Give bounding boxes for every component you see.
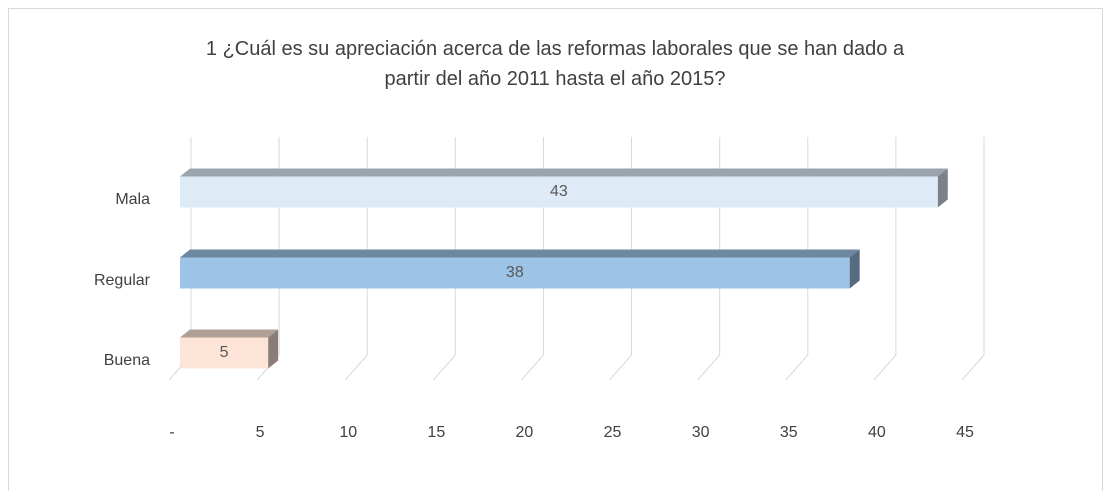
x-tick-label: 45 <box>956 424 974 441</box>
x-tick-label: 40 <box>868 424 886 441</box>
bar-side <box>849 249 860 289</box>
grid-line <box>873 137 897 381</box>
chart-frame <box>8 8 1103 491</box>
bar-side <box>268 329 279 369</box>
x-tick-label: 10 <box>339 424 357 441</box>
grid-line <box>521 137 544 381</box>
y-tick-label: Regular <box>94 272 151 289</box>
bar-top <box>180 249 860 258</box>
x-tick-label: 35 <box>780 424 798 441</box>
bar-side <box>937 168 948 208</box>
bar-side-shade <box>849 249 860 289</box>
bar-top-shade <box>180 329 279 338</box>
x-tick-label: 20 <box>516 424 534 441</box>
x-tick-label: 30 <box>692 424 710 441</box>
bar-top <box>180 329 279 338</box>
chart-title: 1 ¿Cuál es su apreciación acerca de las … <box>205 38 905 90</box>
bar <box>180 176 938 208</box>
data-label: 43 <box>550 183 568 200</box>
bar-top-shade <box>180 249 860 258</box>
x-tick-label: 15 <box>427 424 445 441</box>
grid-line <box>785 137 809 381</box>
bar <box>180 257 850 289</box>
grid-line <box>344 137 368 381</box>
grid-line <box>432 137 456 381</box>
data-label: 38 <box>506 264 524 281</box>
bar <box>180 337 269 369</box>
data-label: 5 <box>220 344 229 361</box>
bar-side-shade <box>268 329 279 369</box>
x-tick-label: - <box>169 424 174 441</box>
y-tick-label: Buena <box>104 352 150 369</box>
grid-line <box>256 137 280 381</box>
x-tick-label: 25 <box>604 424 622 441</box>
x-tick-label: 5 <box>256 424 265 441</box>
grid-line <box>609 137 633 381</box>
grid-line <box>961 137 985 381</box>
bar-side-shade <box>937 168 948 208</box>
grid-line <box>697 137 721 381</box>
bar-top <box>180 168 948 177</box>
bar-top-shade <box>180 168 948 177</box>
y-tick-label: Mala <box>115 191 150 208</box>
